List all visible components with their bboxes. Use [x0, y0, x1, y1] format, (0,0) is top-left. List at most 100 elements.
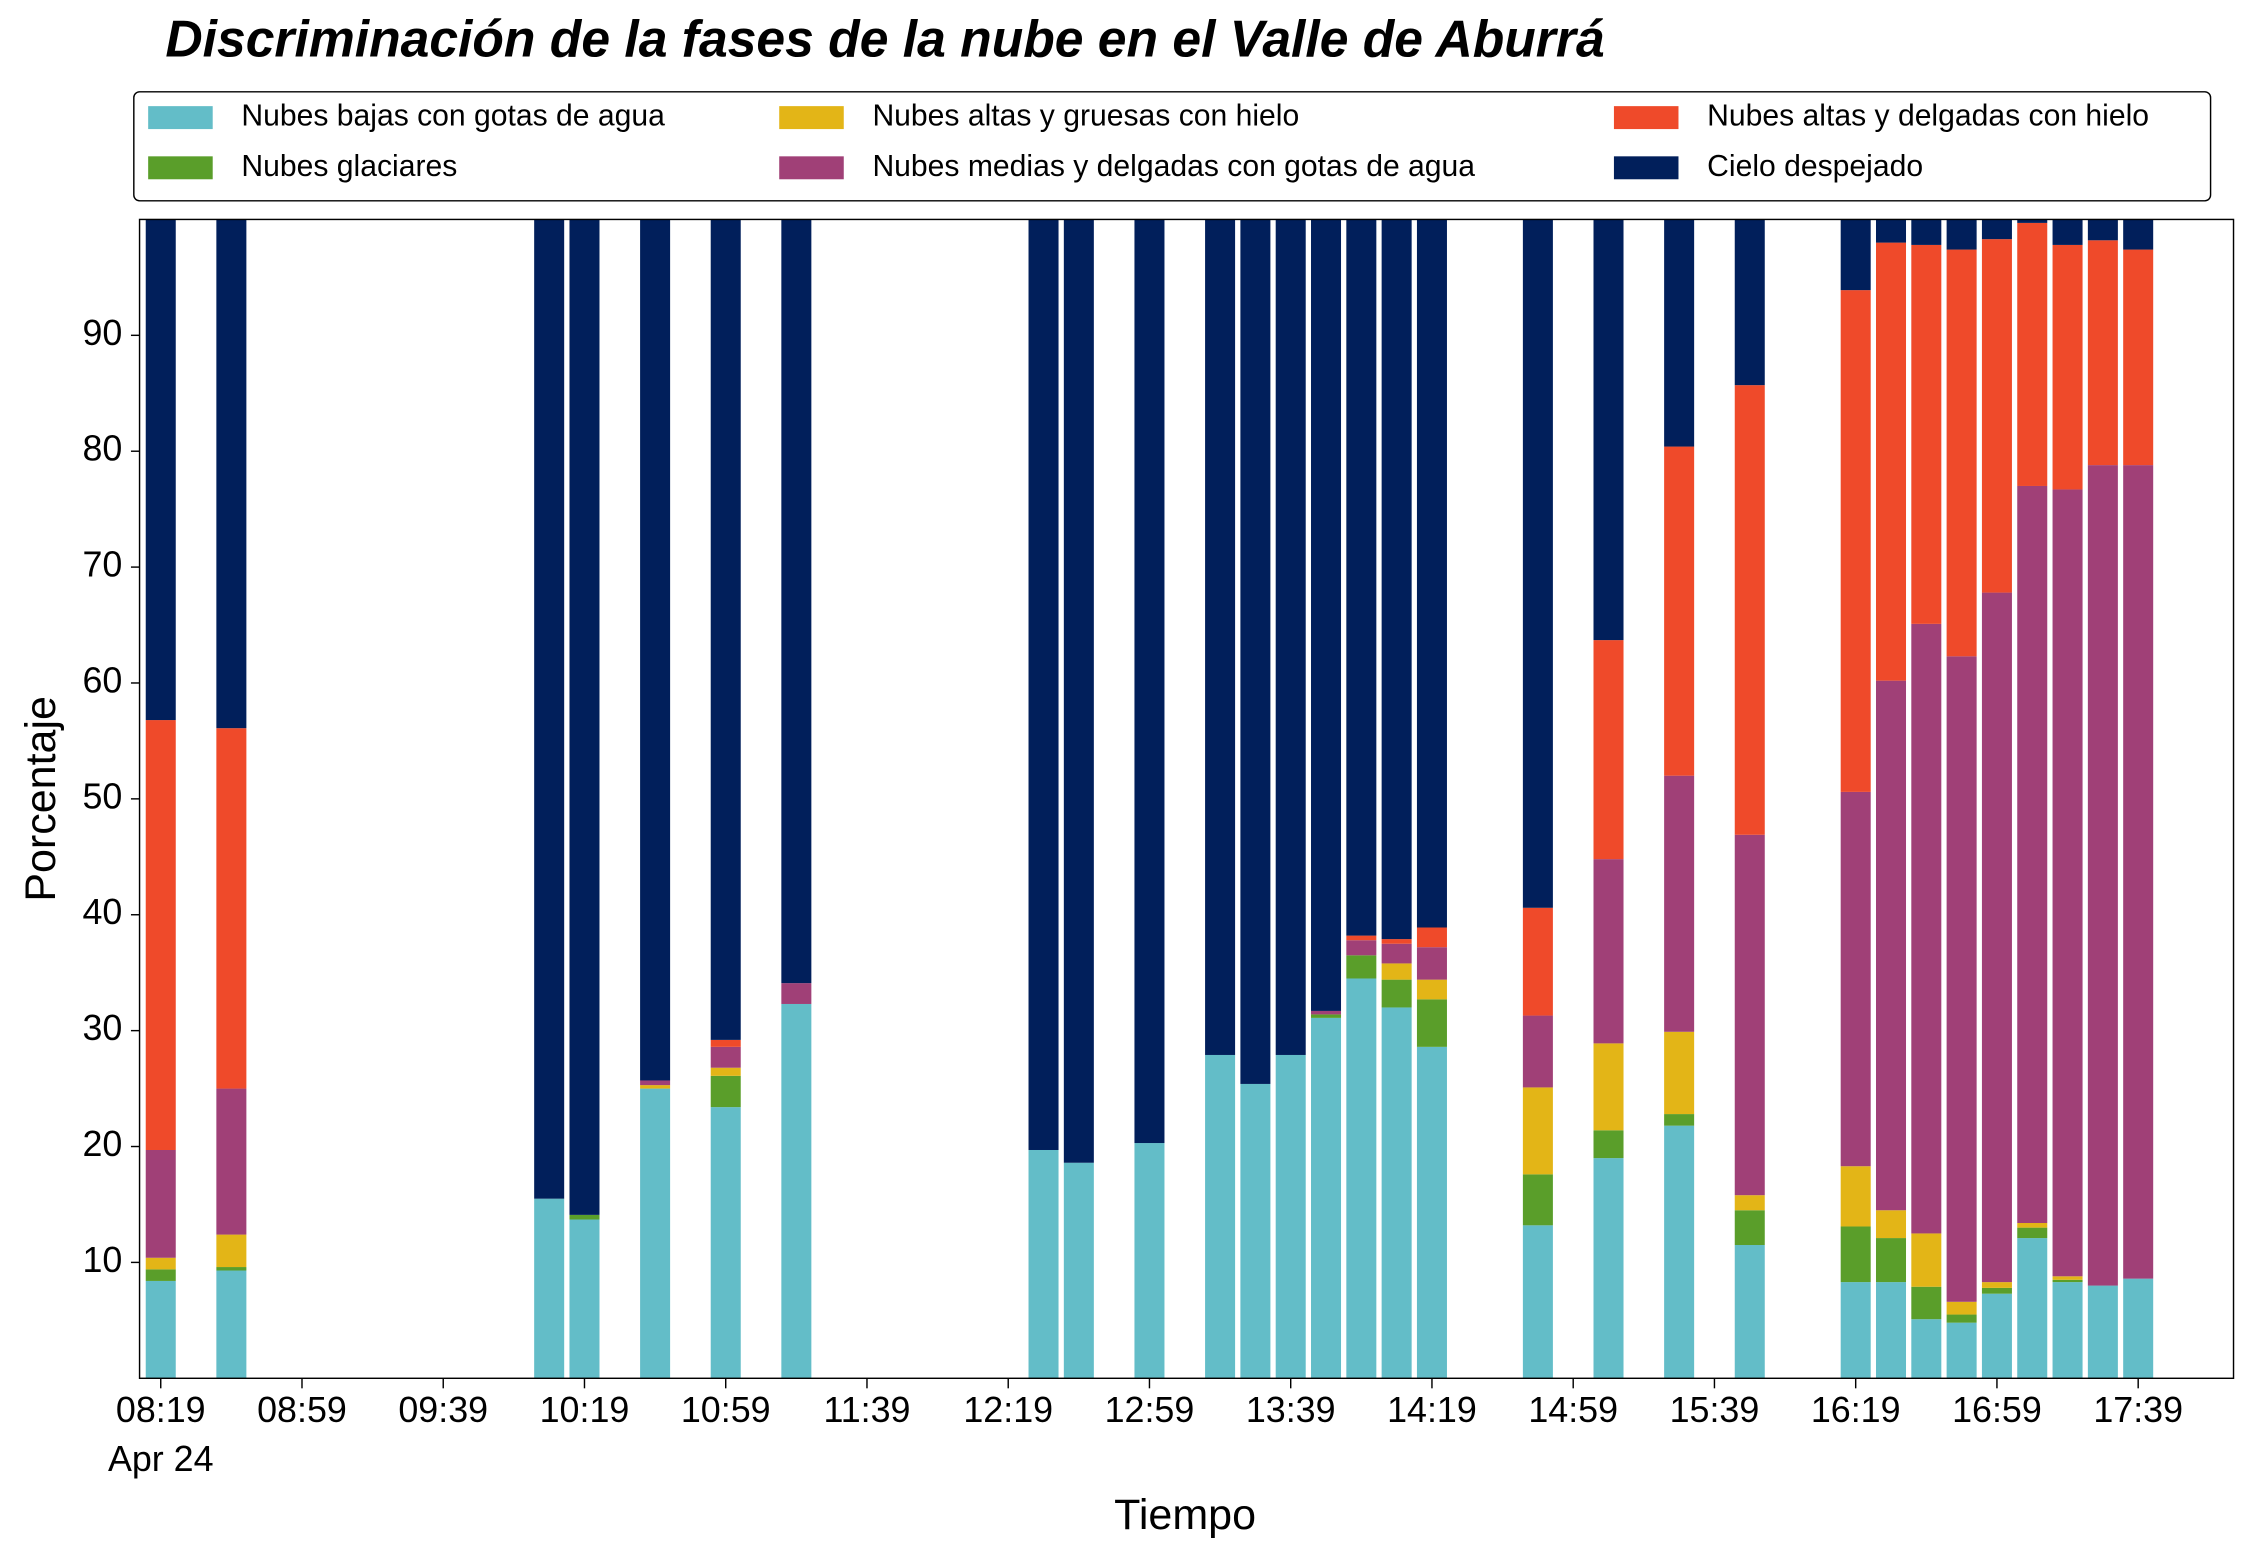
- bar-segment: [216, 1234, 247, 1268]
- bar-segment: [1205, 219, 1236, 1055]
- bar-segment: [145, 720, 176, 1150]
- x-tick-label: 10:19: [540, 1390, 630, 1430]
- bar-segment: [145, 1257, 176, 1270]
- bar-segment: [1381, 939, 1412, 944]
- bar-segment: [1593, 859, 1624, 1044]
- bar-segment: [781, 219, 812, 984]
- bar-segment: [1416, 927, 1447, 948]
- bar-segment: [1911, 244, 1942, 624]
- bar-segment: [216, 1088, 247, 1235]
- y-axis-label: Porcentaje: [17, 696, 65, 902]
- x-tick-label: 10:59: [681, 1390, 771, 1430]
- bar-segment: [1134, 219, 1165, 1144]
- x-tick-label: 09:39: [398, 1390, 488, 1430]
- bar-segment: [1063, 1162, 1094, 1379]
- bar-segment: [1734, 385, 1765, 835]
- bar-segment: [1593, 1043, 1624, 1131]
- bar-segment: [2087, 240, 2118, 466]
- plot-frame: [138, 218, 2235, 1380]
- bar-segment: [1911, 623, 1942, 1234]
- bar-segment: [781, 983, 812, 1004]
- bar-segment: [1875, 680, 1907, 1211]
- bar-segment: [1840, 219, 1871, 291]
- bar-segment: [1981, 219, 2012, 240]
- legend-swatch: [1613, 106, 1679, 130]
- bar-segment: [1028, 219, 1059, 1150]
- bar-segment: [1946, 1301, 1977, 1315]
- bar-segment: [2052, 489, 2083, 1277]
- bar-segment: [2052, 219, 2083, 245]
- bar-segment: [1063, 219, 1094, 1163]
- bar-segment: [710, 1039, 741, 1047]
- x-date-label: Apr 24: [108, 1439, 214, 1479]
- bar-segment: [1522, 907, 1553, 1016]
- bar-segment: [640, 1085, 671, 1089]
- bar-segment: [710, 1075, 741, 1108]
- bar-segment: [1946, 1322, 1977, 1379]
- y-tick-label: 30: [82, 1008, 122, 1048]
- bar-segment: [1981, 239, 2012, 593]
- bar-segment: [1311, 1010, 1342, 1015]
- bar-segment: [1381, 943, 1412, 964]
- bar-segment: [1946, 249, 1977, 657]
- bar-segment: [569, 1219, 600, 1379]
- bar-segment: [710, 1046, 741, 1068]
- legend-box: [133, 91, 2212, 202]
- x-axis-label: Tiempo: [1114, 1491, 1256, 1539]
- bar-segment: [1946, 219, 1977, 250]
- bar-segment: [2017, 1223, 2048, 1228]
- bar-segment: [1416, 999, 1447, 1047]
- bar-segment: [640, 219, 671, 1081]
- bar-segment: [2017, 1227, 2048, 1239]
- bar-segment: [2017, 1238, 2048, 1379]
- bar-segment: [1311, 219, 1342, 1011]
- bar-segment: [534, 1198, 565, 1379]
- bar-segment: [2017, 222, 2048, 486]
- bar-segment: [710, 1107, 741, 1379]
- bar-segment: [1875, 1238, 1907, 1283]
- legend-label: Nubes glaciares: [241, 150, 457, 183]
- y-tick-label: 50: [82, 776, 122, 816]
- bar-segment: [1981, 1282, 2012, 1288]
- bar-segment: [1381, 1007, 1412, 1379]
- bar-segment: [1875, 1210, 1907, 1239]
- chart-title: Discriminación de la fases de la nube en…: [165, 10, 1604, 68]
- bar-segment: [1911, 1233, 1942, 1287]
- bar-segment: [1416, 219, 1447, 928]
- bar-segment: [1664, 219, 1695, 447]
- x-tick-label: 08:59: [257, 1390, 347, 1430]
- bar-segment: [1522, 219, 1553, 908]
- bar-segment: [1416, 979, 1447, 1000]
- bar-segment: [1664, 1125, 1695, 1379]
- bar-segment: [1981, 1287, 2012, 1294]
- bar-segment: [2052, 1279, 2083, 1283]
- x-tick-label: 16:19: [1811, 1390, 1901, 1430]
- bar-segment: [1911, 1319, 1942, 1379]
- bar-segment: [1028, 1149, 1059, 1379]
- bar-segment: [1734, 1195, 1765, 1211]
- bar-segment: [1275, 1054, 1306, 1379]
- bar-segment: [1593, 1158, 1624, 1379]
- bar-segment: [1946, 656, 1977, 1302]
- bar-segment: [145, 219, 176, 721]
- bar-segment: [1734, 219, 1765, 386]
- bar-segment: [569, 1214, 600, 1220]
- bar-segment: [1346, 935, 1377, 941]
- bar-segment: [1416, 1046, 1447, 1379]
- bar-segment: [1240, 1083, 1271, 1379]
- bar-segment: [710, 1067, 741, 1076]
- x-tick-label: 16:59: [1952, 1390, 2042, 1430]
- y-tick-label: 20: [82, 1124, 122, 1164]
- bar-segment: [1381, 219, 1412, 940]
- legend-swatch: [779, 106, 844, 130]
- bar-segment: [1981, 1293, 2012, 1379]
- bar-segment: [1593, 1130, 1624, 1159]
- bar-segment: [1664, 1031, 1695, 1115]
- legend-label: Nubes altas y gruesas con hielo: [872, 100, 1299, 133]
- y-tick-label: 90: [82, 313, 122, 353]
- bar-segment: [2123, 465, 2154, 1279]
- bar-segment: [1275, 219, 1306, 1055]
- bar-segment: [1381, 963, 1412, 980]
- bar-segment: [2052, 1282, 2083, 1379]
